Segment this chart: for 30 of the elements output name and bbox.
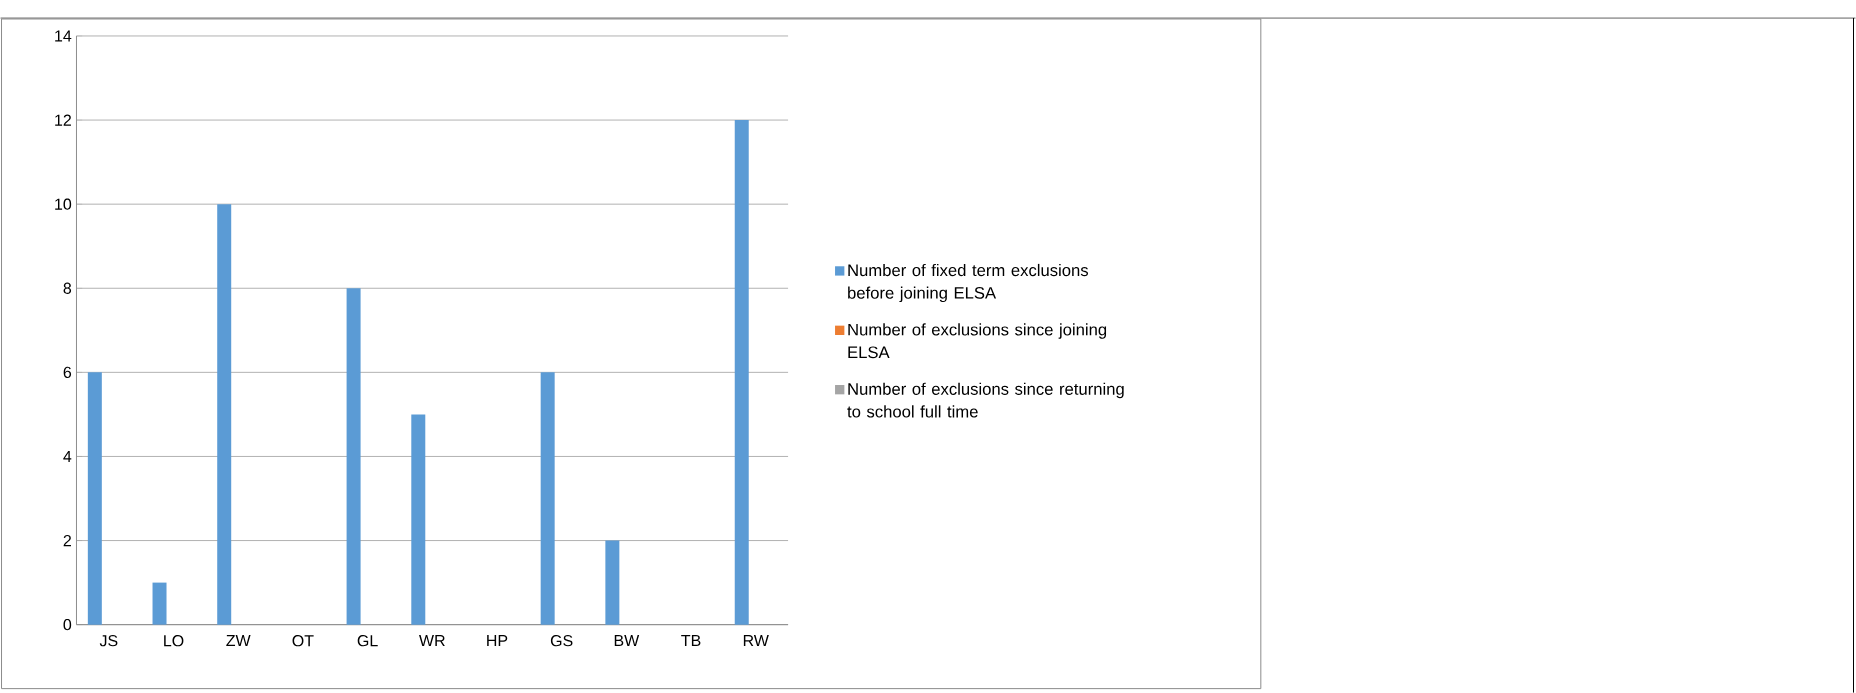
y-tick-label: 12 xyxy=(55,114,71,126)
x-tick-label: WR xyxy=(419,635,445,646)
bar xyxy=(411,414,426,625)
legend-label: Number of exclusions since returning to school full time xyxy=(847,382,1124,418)
bar xyxy=(734,120,749,625)
x-tick-label: OT xyxy=(292,635,314,647)
legend-label: Number of exclusions since joining ELSA xyxy=(848,323,1107,359)
y-tick-label: 0 xyxy=(63,618,72,631)
x-tick-label: TB xyxy=(681,635,701,646)
x-tick-label: GL xyxy=(357,635,378,647)
bar xyxy=(152,582,167,625)
x-tick-label: BW xyxy=(614,635,640,646)
bar xyxy=(605,540,620,625)
bar xyxy=(217,204,232,625)
y-tick-label: 6 xyxy=(63,366,72,378)
x-tick-label: HP xyxy=(487,635,508,646)
x-tick-label: LO xyxy=(164,635,184,647)
legend-label: Number of fixed term exclusions before joining ELSA xyxy=(848,263,1089,303)
x-tick-label: JS xyxy=(99,635,118,647)
x-tick-label: ZW xyxy=(226,635,251,646)
y-tick-label: 4 xyxy=(63,450,72,462)
bar xyxy=(540,372,555,625)
y-tick-label: 10 xyxy=(55,198,72,210)
bar xyxy=(346,288,361,625)
x-tick-label: GS xyxy=(550,635,573,647)
y-tick-label: 2 xyxy=(63,534,71,547)
bar xyxy=(87,372,102,625)
y-tick-label: 14 xyxy=(55,30,72,42)
y-tick-label: 8 xyxy=(63,282,72,294)
x-tick-label: RW xyxy=(743,635,769,646)
